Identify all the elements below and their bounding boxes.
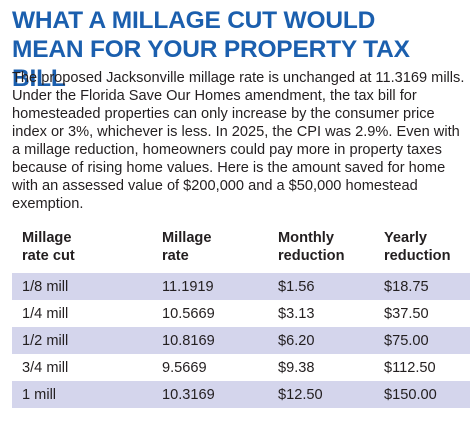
table-cell: 10.8169 <box>162 332 215 349</box>
table-header: Millage rate cut Millage rate Monthly redu… <box>12 229 470 273</box>
table-row: 1/2 mill 10.8169 $6.20 $75.00 <box>12 327 470 354</box>
table-cell: $6.20 <box>278 332 315 349</box>
table-cell: $3.13 <box>278 305 315 322</box>
table-cell: $12.50 <box>278 386 323 403</box>
table-cell: $37.50 <box>384 305 429 322</box>
table-row: 1/8 mill 11.1919 $1.56 $18.75 <box>12 273 470 300</box>
table-row: 3/4 mill 9.5669 $9.38 $112.50 <box>12 354 470 381</box>
table-cell: $9.38 <box>278 359 315 376</box>
body-text: The proposed Jacksonville millage rate i… <box>12 70 465 212</box>
table-cell: $1.56 <box>278 278 315 295</box>
table-row: 1/4 mill 10.5669 $3.13 $37.50 <box>12 300 470 327</box>
table-cell: 11.1919 <box>162 278 214 295</box>
column-header: Monthly reduction <box>278 230 345 264</box>
table-cell: 1/4 mill <box>22 305 69 322</box>
table-cell: $18.75 <box>384 278 429 295</box>
title: WHAT A MILLAGE CUT WOULD MEAN FOR YOUR P… <box>12 7 410 92</box>
table: Millage rate cut Millage rate Monthly redu… <box>12 229 470 408</box>
table-row: 1 mill 10.3169 $12.50 $150.00 <box>12 381 470 408</box>
table-cell: $112.50 <box>384 359 436 376</box>
column-header: Millage rate cut <box>22 230 75 264</box>
table-cell: $150.00 <box>384 386 437 403</box>
table-cell: 9.5669 <box>162 359 207 376</box>
column-header: Yearly reduction <box>384 230 451 264</box>
table-cell: $75.00 <box>384 332 429 349</box>
table-cell: 3/4 mill <box>22 359 69 376</box>
table-cell: 1/8 mill <box>22 278 69 295</box>
column-header: Millage rate <box>162 230 212 264</box>
table-cell: 1/2 mill <box>22 332 69 349</box>
table-cell: 10.5669 <box>162 305 215 322</box>
table-cell: 1 mill <box>22 386 57 403</box>
table-cell: 10.3169 <box>162 386 215 403</box>
